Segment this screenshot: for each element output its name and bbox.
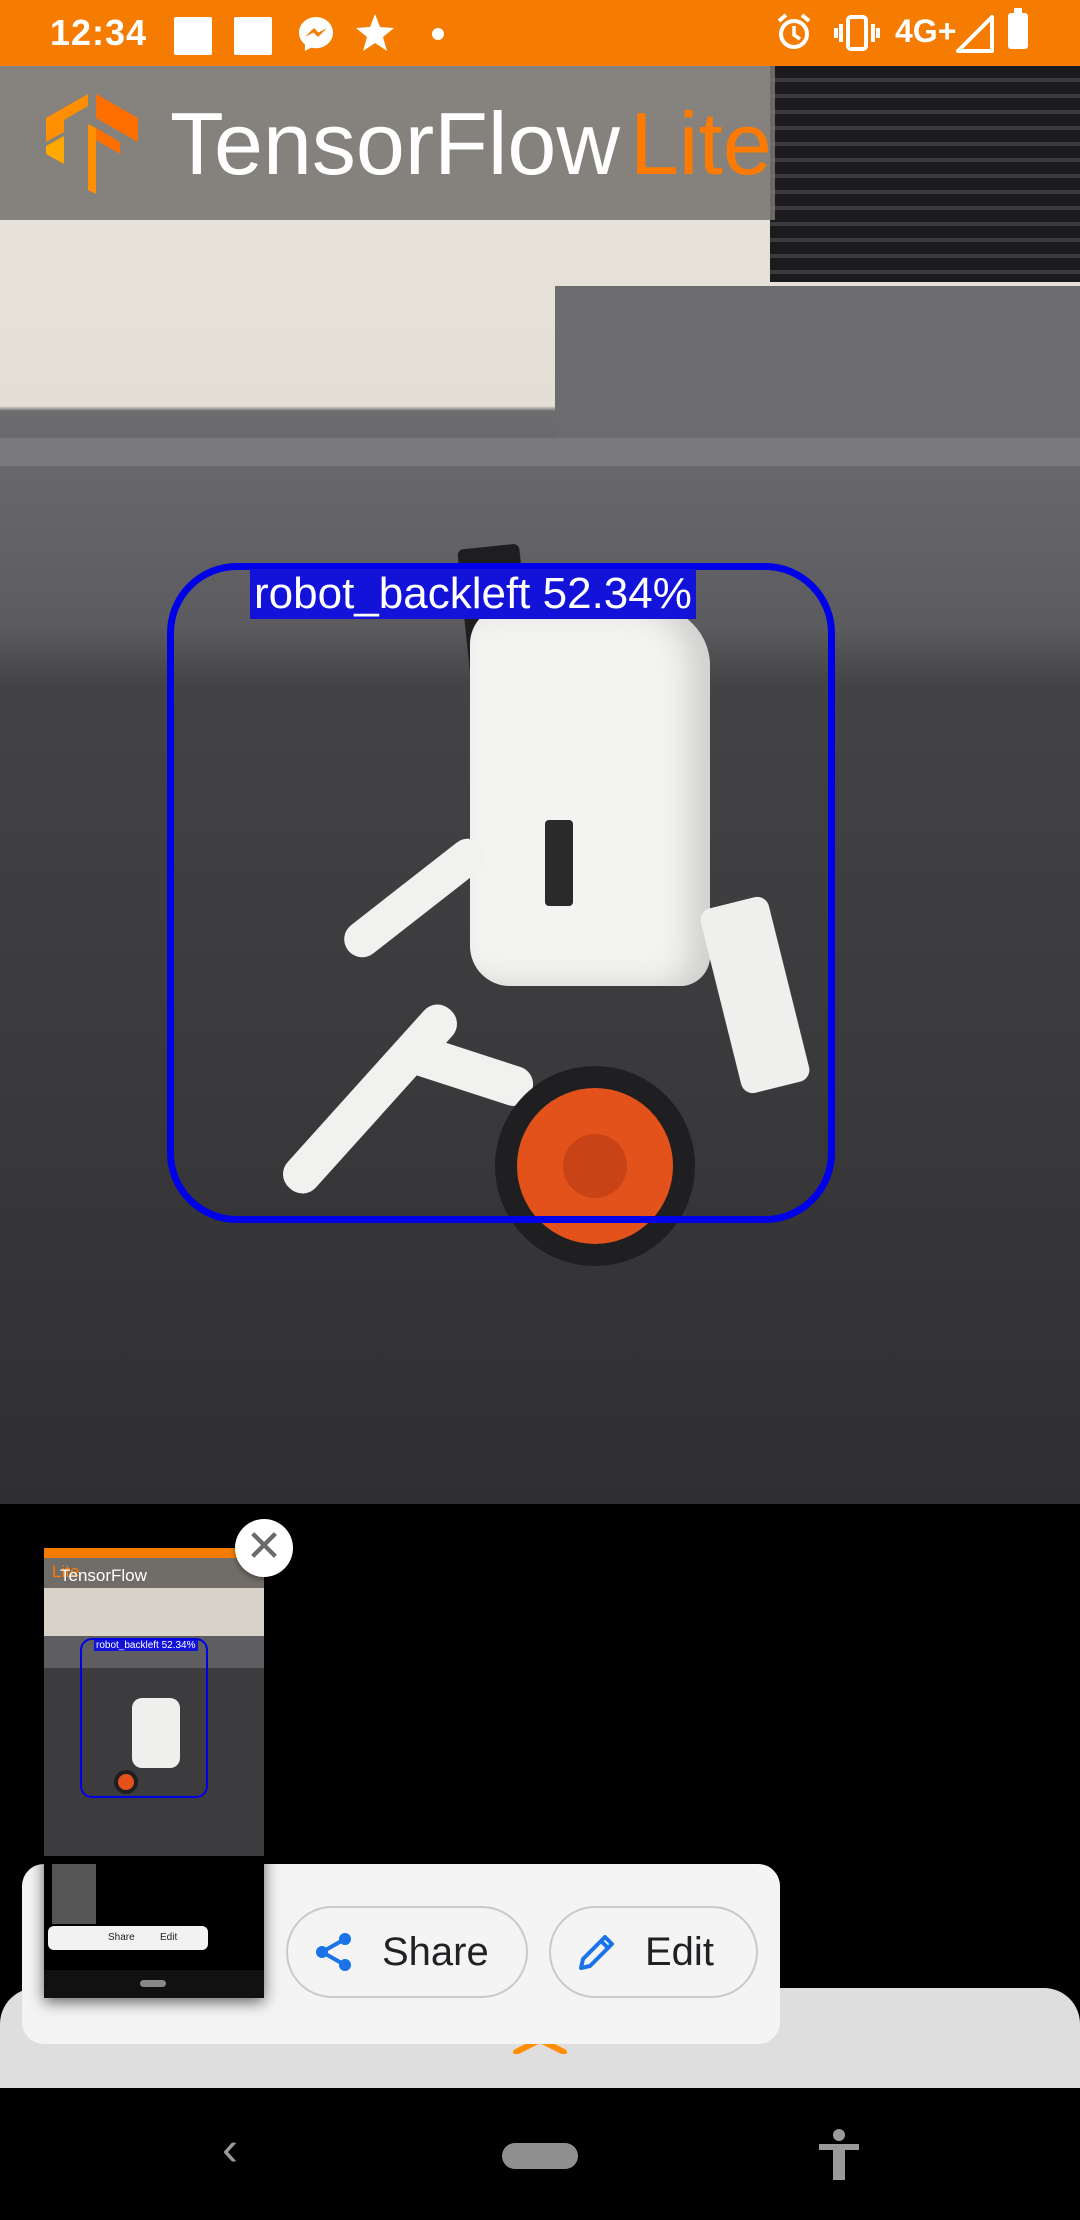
- thumb-title: TensorFlow Lite: [52, 1562, 79, 1582]
- app-square-icon: [234, 17, 272, 55]
- app-title: TensorFlow Lite: [170, 94, 772, 194]
- dot-icon: [432, 28, 444, 40]
- screenshot-thumbnail[interactable]: TensorFlow Lite robot_backleft 52.34% Sh…: [44, 1548, 264, 1998]
- app-title-main: TensorFlow: [170, 94, 620, 193]
- share-label: Share: [382, 1908, 489, 1996]
- window-blinds: [770, 66, 1080, 282]
- thumb-share-label: Share: [108, 1932, 135, 1943]
- back-icon[interactable]: ‹: [222, 2126, 238, 2174]
- edit-label: Edit: [645, 1908, 714, 1996]
- pinwheel-icon: [354, 12, 396, 54]
- home-pill[interactable]: [502, 2143, 578, 2169]
- pencil-icon: [575, 1930, 619, 1974]
- share-button[interactable]: Share: [286, 1906, 528, 1998]
- app-square-icon: [174, 17, 212, 55]
- signal-icon: [955, 14, 995, 54]
- thumb-mini-preview: [52, 1864, 96, 1924]
- detection-box: [167, 563, 835, 1223]
- tensorflow-logo-icon: [42, 90, 142, 198]
- thumb-detection-label: robot_backleft 52.34%: [94, 1640, 198, 1651]
- thumb-detection-box: [80, 1638, 208, 1798]
- app-title-accent: Lite: [630, 94, 772, 193]
- app-header: TensorFlow Lite: [0, 66, 775, 220]
- network-type: 4G+: [895, 13, 956, 50]
- accessibility-icon[interactable]: [816, 2128, 862, 2182]
- carpet-step: [555, 286, 1080, 446]
- carpet-ledge: [0, 438, 1080, 466]
- close-thumbnail-button[interactable]: ✕: [235, 1519, 293, 1577]
- status-time: 12:34: [50, 12, 147, 54]
- navigation-bar: ‹: [0, 2088, 1080, 2220]
- close-icon: ✕: [246, 1522, 283, 1571]
- thumb-edit-label: Edit: [160, 1932, 177, 1943]
- vibrate-icon: [834, 14, 880, 52]
- thumb-home-pill: [140, 1980, 166, 1987]
- edit-button[interactable]: Edit: [549, 1906, 758, 1998]
- thumb-status-bar: [44, 1548, 264, 1558]
- thumb-title-main: TensorFlow: [60, 1566, 147, 1586]
- status-bar: 12:34 4G+: [0, 0, 1080, 66]
- detection-label: robot_backleft 52.34%: [250, 569, 696, 619]
- alarm-icon: [774, 12, 814, 52]
- thumb-header: TensorFlow Lite: [44, 1558, 264, 1588]
- share-icon: [312, 1930, 356, 1974]
- battery-icon: [1008, 13, 1028, 49]
- messenger-icon: [296, 14, 336, 54]
